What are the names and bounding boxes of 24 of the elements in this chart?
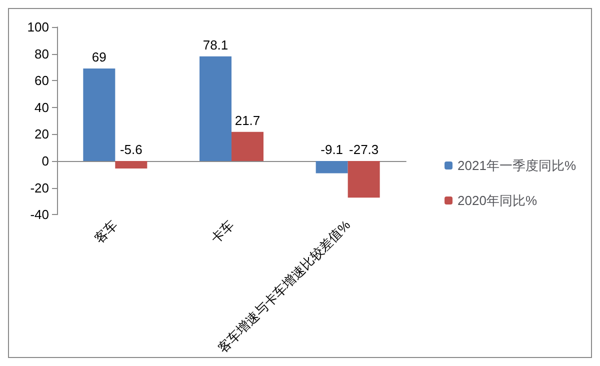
x-tick-label: 卡车 — [208, 217, 237, 246]
bar — [200, 56, 232, 162]
y-tick-label: -20 — [30, 180, 49, 196]
x-tick-label: 客车 — [91, 217, 120, 246]
data-label: 69 — [92, 50, 106, 65]
bar — [115, 161, 148, 169]
bar — [316, 161, 348, 174]
data-label: 21.7 — [234, 112, 260, 128]
y-tick-label: 100 — [27, 20, 49, 34]
y-tick-label: 80 — [34, 46, 49, 62]
y-tick-label: 60 — [34, 73, 49, 88]
y-tick-label: 20 — [34, 126, 49, 142]
y-tick-label: 0 — [42, 154, 49, 169]
data-label: -9.1 — [320, 142, 344, 158]
legend-label: 2020年同比% — [458, 193, 538, 208]
data-label: 78.1 — [202, 37, 228, 52]
legend-label: 2021年一季度同比% — [458, 158, 576, 173]
data-label: -5.6 — [120, 142, 142, 158]
bar — [83, 68, 116, 162]
bar — [232, 132, 264, 162]
y-tick-label: -40 — [30, 207, 49, 222]
data-label: -27.3 — [349, 142, 379, 158]
bar — [348, 161, 380, 198]
y-tick-label: 40 — [34, 100, 49, 115]
